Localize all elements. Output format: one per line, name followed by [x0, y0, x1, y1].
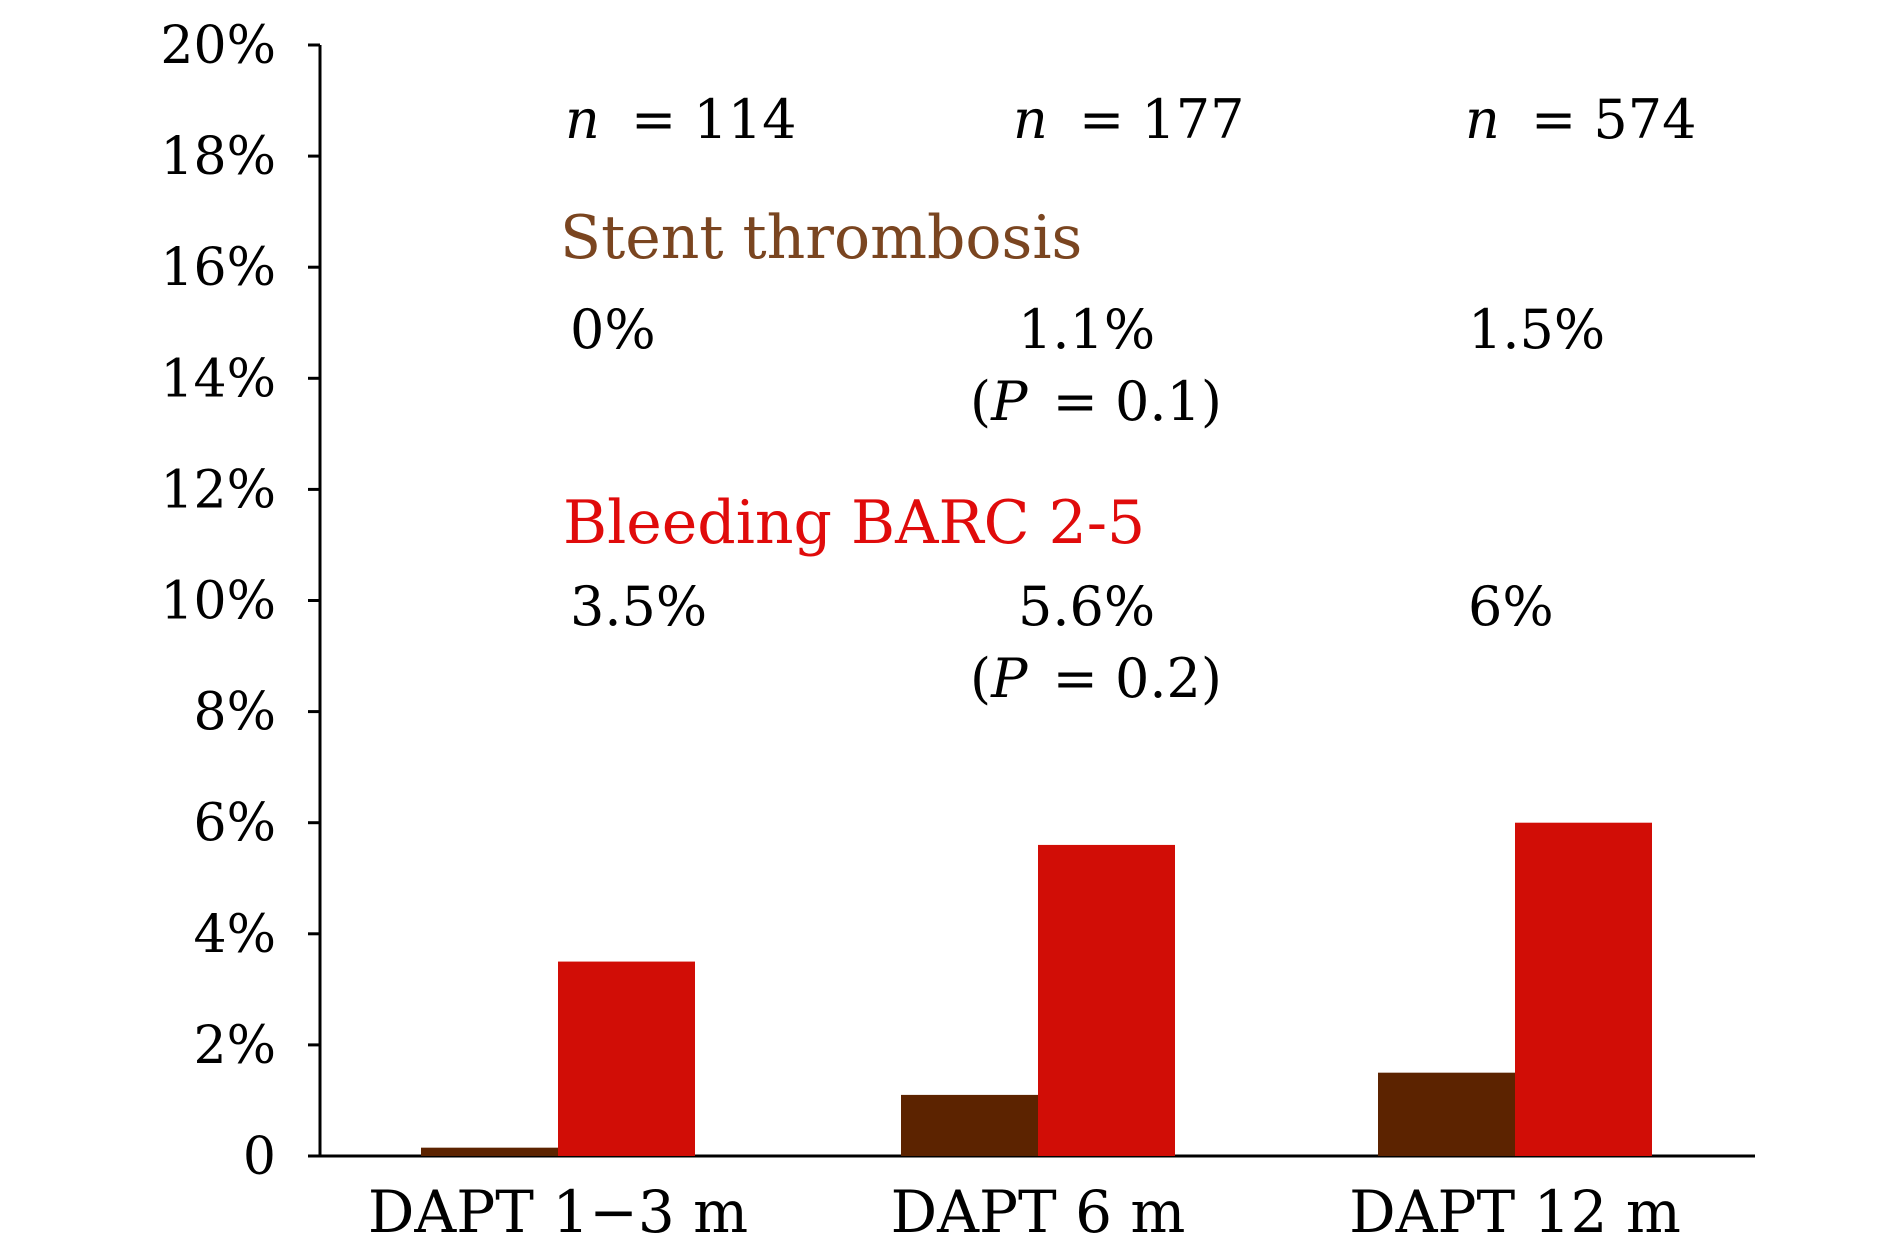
bleeding-value-1: 3.5% [570, 575, 707, 638]
y-tick-label-9: 18% [160, 127, 276, 187]
bleeding-p-open: ( [970, 647, 991, 710]
x-tick-label-1: DAPT 1−3 m [368, 1178, 748, 1245]
y-tick-label-4: 8% [194, 683, 277, 743]
n-value-3: = 574 [1531, 88, 1696, 151]
n-label-1: n = 114 [565, 88, 796, 151]
y-tick-label-1: 2% [194, 1016, 277, 1076]
bar-bleeding-1 [558, 961, 695, 1156]
stent-thrombosis-title: Stent thrombosis [560, 203, 1082, 273]
stent-p-open: ( [970, 370, 991, 433]
stent-value-3: 1.5% [1468, 298, 1605, 361]
y-tick-label-10: 20% [160, 16, 276, 76]
n-value-2: = 177 [1079, 88, 1244, 151]
bar-stent-1 [421, 1147, 558, 1156]
stent-p-value: (P = 0.1) [970, 370, 1222, 433]
bar-bleeding-2 [1038, 844, 1175, 1156]
y-tick-label-5: 10% [160, 572, 276, 632]
bleeding-value-3: 6% [1468, 575, 1554, 638]
stent-p-symbol: P [990, 370, 1029, 433]
bleeding-p-rest: = 0.2) [1053, 647, 1222, 710]
bleeding-title: Bleeding BARC 2-5 [563, 488, 1145, 558]
bleeding-p-value: (P = 0.2) [970, 647, 1222, 710]
y-tick-label-3: 6% [194, 794, 277, 854]
n-label-2: n = 177 [1013, 88, 1244, 151]
annotations: n = 114 n = 177 n = 574 Stent thrombosis… [560, 88, 1696, 710]
n-label-3: n = 574 [1465, 88, 1696, 151]
bar-bleeding-3 [1515, 822, 1652, 1156]
x-tick-label-2: DAPT 6 m [891, 1178, 1186, 1245]
bars [421, 822, 1652, 1156]
n-symbol-3: n [1465, 88, 1500, 151]
x-tick-label-3: DAPT 12 m [1349, 1178, 1681, 1245]
bleeding-value-2: 5.6% [1018, 575, 1155, 638]
bar-stent-3 [1378, 1072, 1515, 1156]
n-value-1: = 114 [631, 88, 796, 151]
bleeding-p-symbol: P [990, 647, 1029, 710]
stent-p-rest: = 0.1) [1053, 370, 1222, 433]
y-tick-label-2: 4% [194, 905, 277, 965]
bar-stent-2 [901, 1094, 1038, 1156]
y-tick-label-0: 0 [243, 1127, 276, 1187]
y-tick-label-8: 16% [160, 238, 276, 298]
stent-value-1: 0% [570, 298, 656, 361]
n-symbol-2: n [1013, 88, 1048, 151]
axes: 0 2% 4% 6% 8% 10% 12% 14% 16% 18% 20% DAPT 1−3 m DAP… [160, 16, 1755, 1246]
n-symbol-1: n [565, 88, 600, 151]
y-tick-label-6: 12% [160, 460, 276, 520]
y-tick-label-7: 14% [160, 349, 276, 409]
stent-value-2: 1.1% [1018, 298, 1155, 361]
